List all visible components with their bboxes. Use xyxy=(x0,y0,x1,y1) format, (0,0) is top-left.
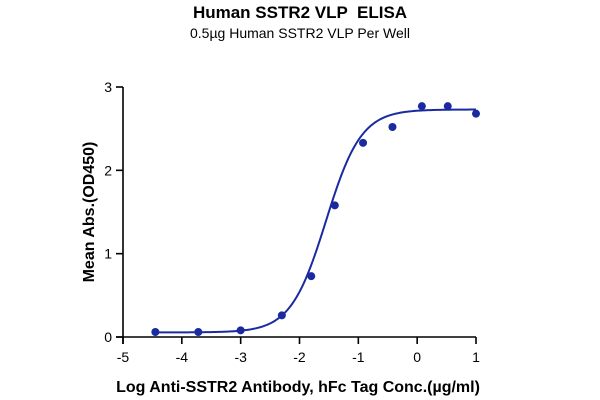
y-tick-label: 0 xyxy=(104,329,112,345)
y-tick-label: 3 xyxy=(104,79,112,95)
x-tick-label: -5 xyxy=(117,349,130,365)
data-point xyxy=(417,102,426,111)
data-point xyxy=(443,102,452,111)
y-tick-label: 1 xyxy=(104,246,112,262)
chart-subtitle: 0.5µg Human SSTR2 VLP Per Well xyxy=(190,25,410,41)
data-point xyxy=(359,138,368,147)
x-tick-label: 1 xyxy=(472,349,480,365)
y-tick-label: 2 xyxy=(104,162,112,178)
data-point xyxy=(236,326,245,335)
data-point xyxy=(151,328,160,336)
chart-title: Human SSTR2 VLP ELISA xyxy=(192,3,408,22)
x-tick-label: -1 xyxy=(352,349,365,365)
x-tick-label: -4 xyxy=(176,349,189,365)
data-point xyxy=(330,201,339,210)
x-tick-label: -2 xyxy=(293,349,306,365)
y-axis-label: Mean Abs.(OD450) xyxy=(81,142,98,283)
data-point xyxy=(194,328,203,336)
x-tick-label: 0 xyxy=(413,349,421,365)
data-point xyxy=(472,109,480,118)
data-point xyxy=(388,123,397,131)
data-point xyxy=(277,311,286,320)
x-axis-label: Log Anti-SSTR2 Antibody, hFc Tag Conc.(µ… xyxy=(116,379,480,396)
x-tick-label: -3 xyxy=(234,349,247,365)
data-point xyxy=(307,272,316,281)
fit-curve xyxy=(155,108,477,334)
